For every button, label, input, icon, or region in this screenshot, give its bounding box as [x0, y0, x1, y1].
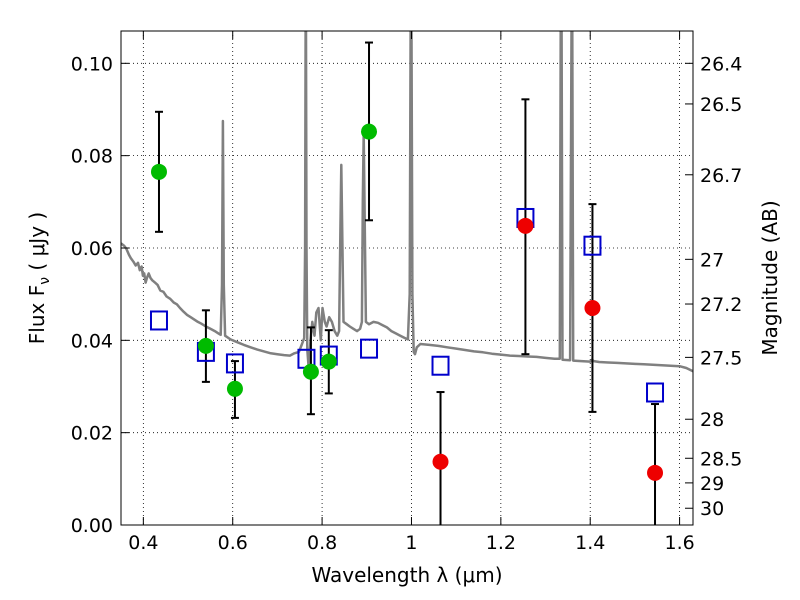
- observed-point: [302, 363, 319, 380]
- model-photometry-square: [360, 338, 379, 359]
- observed-point: [226, 380, 243, 397]
- mag-tick-label: 29: [700, 473, 724, 495]
- spectrum-line: [121, 31, 693, 373]
- x-tick-label: 0.6: [218, 532, 248, 554]
- plot-frame: [120, 30, 694, 526]
- model-photometry-square: [225, 353, 244, 374]
- y-tick-label: 0.04: [71, 330, 113, 352]
- model-photometry-square: [646, 382, 665, 403]
- x-tick-label: 1: [405, 532, 417, 554]
- observed-point: [320, 353, 337, 370]
- x-tick-label: 1.2: [486, 532, 516, 554]
- tick-labels: 0.4 0.6 0.8 1 1.2 1.4 1.6 0.00 0.02 0.04 0.06 0.08 0…: [71, 53, 743, 554]
- y-tick-label: 0.10: [71, 53, 113, 75]
- mag-tick-label: 27: [700, 249, 724, 271]
- x-tick-label: 1.4: [575, 532, 605, 554]
- mag-tick-label: 27.2: [700, 294, 742, 316]
- observed-point: [647, 464, 664, 481]
- y-tick-label: 0.02: [71, 423, 113, 445]
- mag-tick-label: 30: [700, 498, 724, 520]
- observed-point: [584, 300, 601, 317]
- y-axis-label-main: Flux F: [25, 285, 49, 344]
- mag-tick-label: 26.4: [700, 53, 742, 75]
- x-tick-label: 0.8: [307, 532, 337, 554]
- y-axis-label: Flux Fν ( μJy ): [25, 212, 53, 344]
- observed-point: [197, 337, 214, 354]
- observed-point: [361, 123, 378, 140]
- markers: [149, 123, 665, 481]
- mag-tick-label: 28.5: [700, 448, 742, 470]
- x-tick-label: 0.4: [128, 532, 158, 554]
- error-bars: [154, 41, 660, 525]
- y-tick-label: 0.08: [71, 146, 113, 168]
- mag-tick-label: 26.7: [700, 165, 742, 187]
- x-tick-label: 1.6: [664, 532, 694, 554]
- y2-axis-label: Magnitude (AB): [758, 200, 782, 355]
- ticks: [121, 31, 693, 526]
- y-axis-label-sub: ν: [37, 277, 53, 285]
- mag-tick-label: 27.5: [700, 347, 742, 369]
- model-photometry-square: [431, 355, 450, 376]
- observed-point: [432, 453, 449, 470]
- plot-area: [121, 31, 693, 373]
- x-axis-label: Wavelength λ (μm): [311, 563, 502, 587]
- model-photometry-square: [583, 235, 602, 256]
- y-tick-label: 0.06: [71, 238, 113, 260]
- y-tick-label: 0.00: [71, 515, 113, 537]
- observed-point: [150, 163, 167, 180]
- mag-tick-label: 26.5: [700, 94, 742, 116]
- mag-tick-label: 28: [700, 409, 724, 431]
- y-axis-label-unit: ( μJy ): [25, 212, 49, 277]
- grid-lines: [121, 31, 693, 526]
- model-photometry-square: [149, 310, 168, 331]
- observed-point: [517, 217, 534, 234]
